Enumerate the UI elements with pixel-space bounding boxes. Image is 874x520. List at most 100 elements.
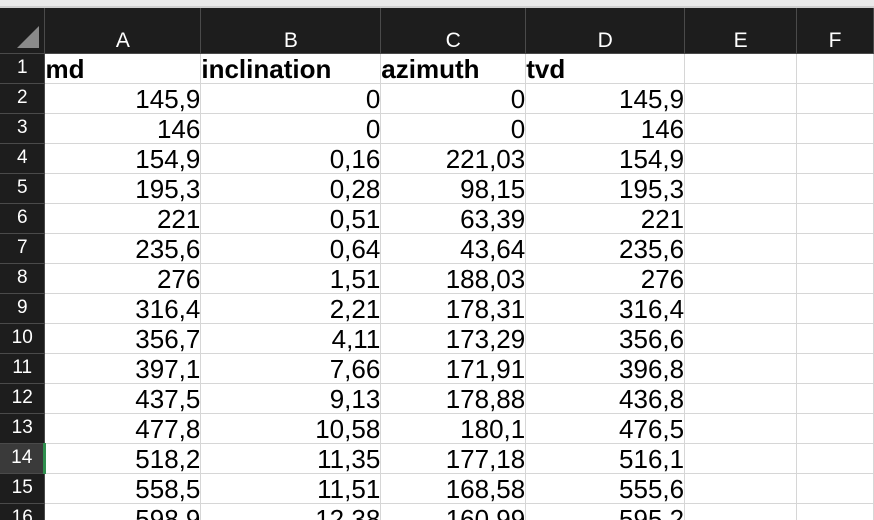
cell[interactable] [796,143,874,174]
cell[interactable]: 10,58 [200,413,382,444]
row-header[interactable]: 3 [0,113,46,144]
cell[interactable]: 178,88 [380,383,527,414]
row-header[interactable]: 13 [0,413,46,444]
row-header[interactable]: 6 [0,203,46,234]
cell[interactable]: 11,51 [200,473,382,504]
cell[interactable] [684,293,798,324]
cell[interactable]: 276 [44,263,202,294]
cell[interactable] [684,263,798,294]
cell[interactable]: 0 [200,113,382,144]
cell[interactable]: 221 [525,203,686,234]
cell[interactable] [796,353,874,384]
cell[interactable] [796,473,874,504]
cell[interactable] [684,323,798,354]
cell[interactable] [796,173,874,204]
cell[interactable]: 0,64 [200,233,382,264]
cell[interactable] [796,383,874,414]
cell[interactable]: 146 [44,113,202,144]
row-header[interactable]: 2 [0,83,46,114]
row-header[interactable]: 4 [0,143,46,174]
cell[interactable]: 4,11 [200,323,382,354]
column-header-c[interactable]: C [380,8,527,54]
cell[interactable]: 145,9 [44,83,202,114]
select-all-button[interactable] [0,8,46,54]
cell[interactable]: 598,9 [44,503,202,520]
cell[interactable]: 177,18 [380,443,527,474]
cell[interactable]: 160,99 [380,503,527,520]
cell[interactable]: 0,28 [200,173,382,204]
cell[interactable]: inclination [200,53,382,84]
cell[interactable]: 276 [525,263,686,294]
cell[interactable]: 11,35 [200,443,382,474]
cell[interactable]: 316,4 [44,293,202,324]
cell[interactable]: 195,3 [525,173,686,204]
cell[interactable]: 221 [44,203,202,234]
cell[interactable]: tvd [525,53,686,84]
cell[interactable] [684,173,798,204]
cell[interactable]: 476,5 [525,413,686,444]
cell[interactable] [684,353,798,384]
cell[interactable]: 397,1 [44,353,202,384]
cell[interactable] [796,293,874,324]
cell[interactable]: 43,64 [380,233,527,264]
cell[interactable] [796,83,874,114]
cell[interactable]: 12,38 [200,503,382,520]
cell[interactable] [796,53,874,84]
cell[interactable] [684,113,798,144]
cell[interactable]: 0 [380,113,527,144]
column-header-a[interactable]: A [44,8,202,54]
cell[interactable]: 63,39 [380,203,527,234]
cell[interactable] [684,203,798,234]
cell[interactable]: 356,6 [525,323,686,354]
cell[interactable]: md [44,53,202,84]
cell[interactable]: 235,6 [44,233,202,264]
cell[interactable]: 396,8 [525,353,686,384]
cell[interactable] [684,413,798,444]
cell[interactable]: 0,16 [200,143,382,174]
cell[interactable] [796,323,874,354]
cell[interactable]: 518,2 [44,443,202,474]
row-header[interactable]: 9 [0,293,46,324]
cell[interactable] [684,233,798,264]
cell[interactable]: 145,9 [525,83,686,114]
cell[interactable] [684,503,798,520]
cell[interactable]: 9,13 [200,383,382,414]
cell[interactable] [684,383,798,414]
cell[interactable]: 98,15 [380,173,527,204]
cell[interactable]: 154,9 [44,143,202,174]
cell[interactable] [796,263,874,294]
row-header[interactable]: 15 [0,473,46,504]
row-header[interactable]: 16 [0,503,46,520]
cell[interactable] [796,203,874,234]
cell[interactable]: 173,29 [380,323,527,354]
cell[interactable]: 168,58 [380,473,527,504]
row-header[interactable]: 11 [0,353,46,384]
cell[interactable]: 0 [380,83,527,114]
cell[interactable]: 1,51 [200,263,382,294]
cell[interactable] [796,413,874,444]
cell[interactable]: 436,8 [525,383,686,414]
cell[interactable] [684,53,798,84]
cell[interactable]: 558,5 [44,473,202,504]
column-header-d[interactable]: D [525,8,686,54]
cell[interactable]: 235,6 [525,233,686,264]
cell[interactable]: 2,21 [200,293,382,324]
column-header-f[interactable]: F [796,8,874,54]
cell[interactable]: 0 [200,83,382,114]
row-header[interactable]: 7 [0,233,46,264]
cell[interactable]: 154,9 [525,143,686,174]
row-header[interactable]: 10 [0,323,46,354]
cell[interactable] [796,113,874,144]
column-header-e[interactable]: E [684,8,798,54]
cell[interactable]: 316,4 [525,293,686,324]
cell[interactable] [796,443,874,474]
cell[interactable]: 178,31 [380,293,527,324]
cell[interactable] [684,143,798,174]
cell[interactable]: azimuth [380,53,527,84]
cell[interactable]: 171,91 [380,353,527,384]
cell[interactable]: 180,1 [380,413,527,444]
row-header[interactable]: 12 [0,383,46,414]
cell[interactable] [684,443,798,474]
cell[interactable]: 595,2 [525,503,686,520]
row-header[interactable]: 5 [0,173,46,204]
